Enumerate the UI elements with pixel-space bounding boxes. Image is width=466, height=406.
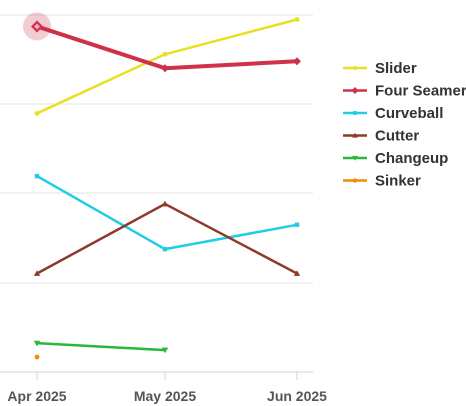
grid-lines xyxy=(0,14,313,373)
point-changeup-apr-2025[interactable] xyxy=(33,340,41,347)
legend-label-changeup: Changeup xyxy=(375,150,448,167)
series-changeup xyxy=(33,340,169,354)
point-curveball-apr-2025[interactable] xyxy=(34,173,40,179)
point-curveball-jun-2025[interactable] xyxy=(294,222,300,227)
legend-marker-changeup[interactable] xyxy=(352,155,358,161)
legend-marker-four-seamer[interactable] xyxy=(351,87,359,94)
legend-item-sinker[interactable]: Sinker xyxy=(343,173,421,190)
legend-item-four-seamer[interactable]: Four Seamer xyxy=(343,83,466,100)
series-cutter xyxy=(33,200,301,276)
legend-label-curveball: Curveball xyxy=(375,105,443,122)
legend-marker-cutter[interactable] xyxy=(352,132,358,138)
legend[interactable]: Slider Four Seamer Curveball Cutter Changeup… xyxy=(343,60,466,190)
point-changeup-may-2025[interactable] xyxy=(161,347,169,354)
point-cutter-apr-2025[interactable] xyxy=(33,270,41,276)
point-slider-jun-2025[interactable] xyxy=(294,17,300,22)
point-slider-apr-2025[interactable] xyxy=(34,111,40,116)
x-tick-label-jun-2025: Jun 2025 xyxy=(267,388,327,404)
highlight-center xyxy=(34,23,40,30)
point-curveball-may-2025[interactable] xyxy=(162,246,168,252)
legend-item-cutter[interactable]: Cutter xyxy=(343,128,419,145)
legend-label-cutter: Cutter xyxy=(375,128,419,145)
legend-label-slider: Slider xyxy=(375,60,417,77)
x-axis: Apr 2025 May 2025 Jun 2025 xyxy=(7,372,327,404)
legend-item-slider[interactable]: Slider xyxy=(343,60,417,77)
legend-marker-sinker[interactable] xyxy=(352,178,358,183)
line-four-seamer xyxy=(35,24,299,71)
line-cutter xyxy=(35,202,299,275)
point-four-seamer-may-2025[interactable] xyxy=(161,64,169,73)
legend-label-sinker: Sinker xyxy=(375,173,421,190)
point-sinker-apr-2025[interactable] xyxy=(34,354,40,360)
point-four-seamer-jun-2025[interactable] xyxy=(293,57,301,66)
series-lines xyxy=(23,12,301,360)
legend-item-changeup[interactable]: Changeup xyxy=(343,150,448,167)
series-sinker xyxy=(34,354,40,360)
line-changeup xyxy=(35,341,167,352)
legend-item-curveball[interactable]: Curveball xyxy=(343,105,443,122)
x-tick-label-may-2025: May 2025 xyxy=(134,388,196,404)
series-four-seamer xyxy=(23,12,301,73)
point-slider-may-2025[interactable] xyxy=(162,51,168,57)
line-curveball xyxy=(35,174,299,251)
point-cutter-jun-2025[interactable] xyxy=(293,270,301,276)
legend-marker-slider[interactable] xyxy=(352,65,358,71)
legend-marker-curveball[interactable] xyxy=(353,111,357,115)
series-slider xyxy=(34,17,300,116)
point-cutter-may-2025[interactable] xyxy=(161,200,169,207)
legend-label-four-seamer: Four Seamer xyxy=(375,83,466,100)
series-curveball xyxy=(34,173,300,252)
x-tick-label-apr-2025: Apr 2025 xyxy=(7,388,66,404)
